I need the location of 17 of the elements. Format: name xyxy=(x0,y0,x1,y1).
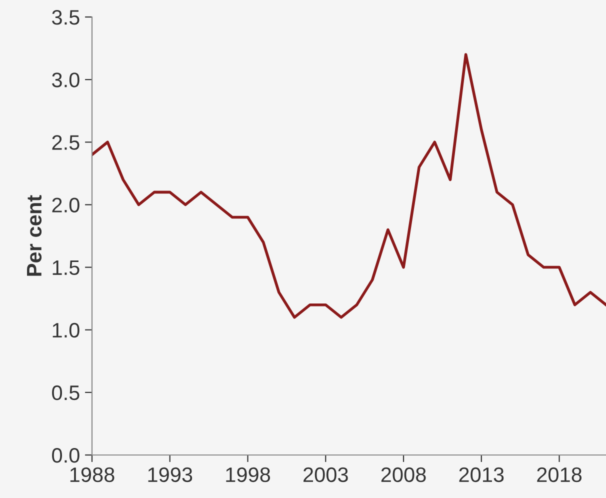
x-tick-label: 2008 xyxy=(381,467,426,482)
y-tick-label: 3.5 xyxy=(52,10,80,25)
y-tick-label: 3.0 xyxy=(52,72,80,88)
y-tick-label: 0.5 xyxy=(52,385,80,400)
y-axis-title: Per cent xyxy=(27,195,42,276)
x-tick-label: 2003 xyxy=(304,467,348,482)
y-tick-label: 2.5 xyxy=(52,135,80,150)
x-tick-label: 1993 xyxy=(148,467,192,482)
x-tick-label: 2013 xyxy=(459,467,504,482)
y-tick-label: 1.0 xyxy=(52,322,80,338)
x-tick-label: 2018 xyxy=(537,467,582,482)
x-tick-label: 1988 xyxy=(70,467,114,482)
y-tick-label: 2.0 xyxy=(52,198,80,212)
x-tick-label: 1998 xyxy=(226,467,270,482)
y-tick-label: 0.0 xyxy=(52,448,80,463)
line-series xyxy=(92,53,606,319)
y-tick-label: 1.5 xyxy=(52,260,80,276)
